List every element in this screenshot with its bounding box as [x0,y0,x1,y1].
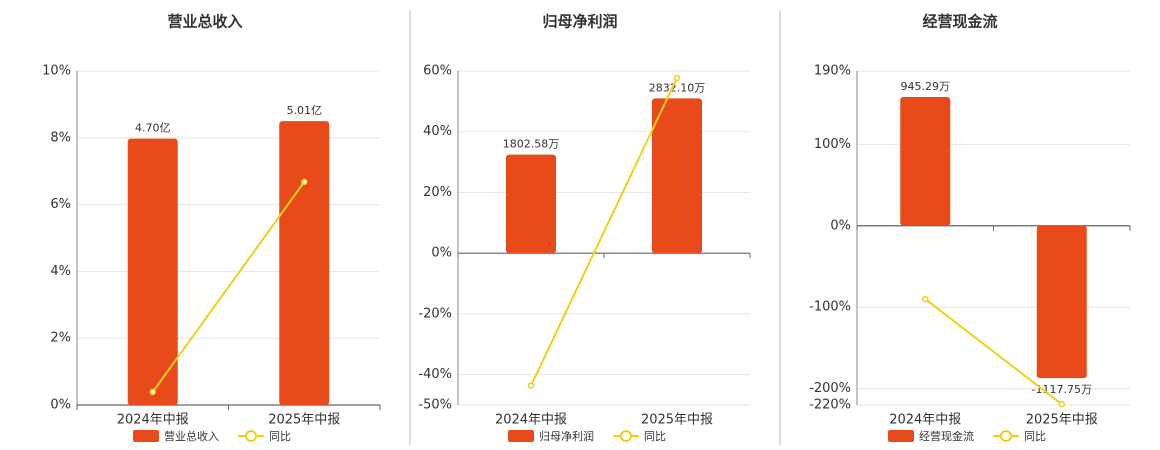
bar [279,121,330,405]
y-tick-label: 0% [50,398,71,413]
bar [506,154,556,254]
y-tick-label: -40% [418,367,452,382]
value-label: 2832.10万 [649,81,706,94]
legend-swatch [508,430,534,442]
line-point [149,388,156,396]
y-tick-label: 8% [50,130,71,145]
y-tick-label: 0% [830,218,851,233]
chart-title: 归母净利润 [542,13,617,31]
y-tick-label: 190% [814,64,851,79]
value-label: 5.01亿 [287,104,323,117]
y-tick-label: 0% [431,246,452,261]
legend-swatch [1000,430,1012,442]
x-tick-label: 2024年中报 [495,413,567,428]
x-tick-label: 2024年中报 [117,413,189,428]
y-tick-label: -220% [809,398,851,413]
line [151,181,306,393]
line-point [1058,400,1065,408]
y-tick-label: 6% [50,197,71,212]
x-tick-label: 2025年中报 [641,413,713,428]
legend-label: 同比 [1024,430,1046,443]
x-tick-label: 2025年中报 [268,413,340,428]
value-label: 1802.58万 [503,138,560,151]
legend-label: 经营现金流 [919,429,974,443]
y-tick-label: 4% [50,264,71,279]
y-tick-label: -20% [418,306,452,321]
legend-label: 归母净利润 [539,429,594,443]
legend-swatch [620,430,632,442]
legend-swatch [888,430,914,442]
line-point [922,295,929,303]
y-tick-label: 40% [423,124,452,139]
bar [127,138,178,405]
legend-label: 同比 [269,430,291,443]
line-point [527,382,535,389]
bar [1036,225,1087,379]
line [924,298,1063,405]
value-label: -1117.75万 [1032,383,1092,396]
y-tick-label: -200% [809,381,851,396]
y-tick-label: 10% [42,64,71,79]
line-point [301,178,308,186]
legend-label: 同比 [644,430,666,443]
value-label: 4.70亿 [135,122,171,135]
legend-swatch [133,430,159,442]
y-tick-label: 60% [423,64,452,79]
y-tick-label: -50% [418,398,452,413]
legend-label: 营业总收入 [164,429,219,443]
y-tick-label: 20% [423,185,452,200]
legend-swatch [245,430,257,442]
y-tick-label: -100% [809,300,851,315]
chart-title: 经营现金流 [922,13,997,31]
x-tick-label: 2025年中报 [1026,413,1098,428]
chart-title: 营业总收入 [167,13,242,31]
bar [652,98,702,254]
x-tick-label: 2024年中报 [889,413,961,428]
value-label: 945.29万 [901,80,951,93]
line-point [673,74,681,82]
bar [900,96,951,226]
y-tick-label: 100% [814,137,851,152]
y-tick-label: 2% [50,331,71,346]
line [530,77,678,386]
